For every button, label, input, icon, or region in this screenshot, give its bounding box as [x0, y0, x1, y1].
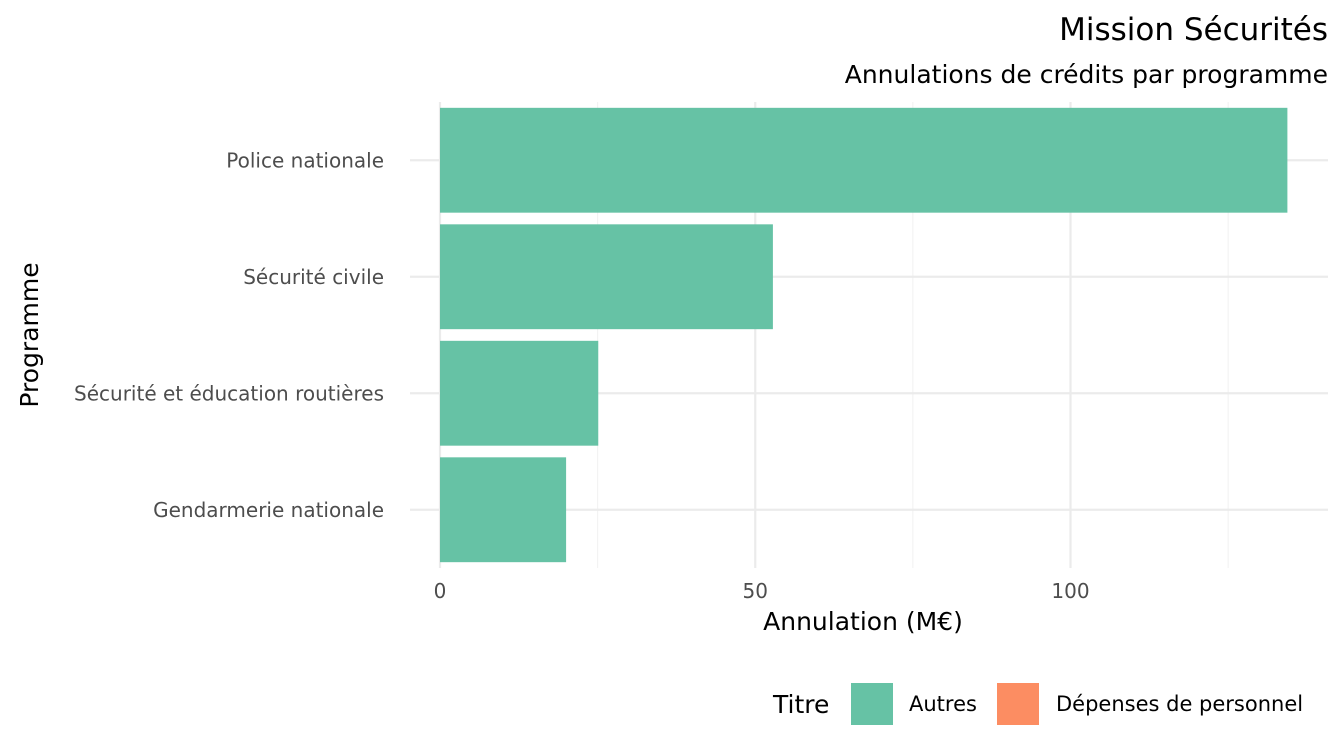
y-tick-label: Sécurité civile	[243, 265, 384, 289]
y-tick-labels: Police nationale Sécurité civile Sécurité …	[74, 148, 384, 522]
y-tick-label: Police nationale	[226, 148, 384, 172]
y-tick-label: Sécurité et éducation routières	[74, 381, 384, 405]
bar	[440, 224, 773, 330]
x-tick-label: 0	[434, 579, 447, 603]
chart-title: Mission Sécurités	[1059, 12, 1328, 48]
legend-key-depenses-de-personnel	[997, 683, 1039, 725]
x-tick-label: 100	[1051, 579, 1089, 603]
bars	[440, 107, 1288, 563]
legend-title: Titre	[772, 690, 829, 719]
x-tick-labels: 0 50 100	[434, 579, 1090, 603]
legend-key-autres	[851, 683, 893, 725]
legend-label-autres: Autres	[909, 692, 977, 716]
bar	[440, 107, 1288, 213]
y-axis-title: Programme	[15, 262, 44, 407]
bar	[440, 340, 599, 446]
legend: Titre Autres Dépenses de personnel	[772, 683, 1303, 725]
bar	[440, 457, 567, 563]
x-tick-label: 50	[743, 579, 768, 603]
y-tick-label: Gendarmerie nationale	[153, 498, 384, 522]
chart-subtitle: Annulations de crédits par programme	[845, 60, 1328, 89]
legend-label-depenses-de-personnel: Dépenses de personnel	[1056, 692, 1303, 716]
x-axis-title: Annulation (M€)	[763, 607, 963, 636]
